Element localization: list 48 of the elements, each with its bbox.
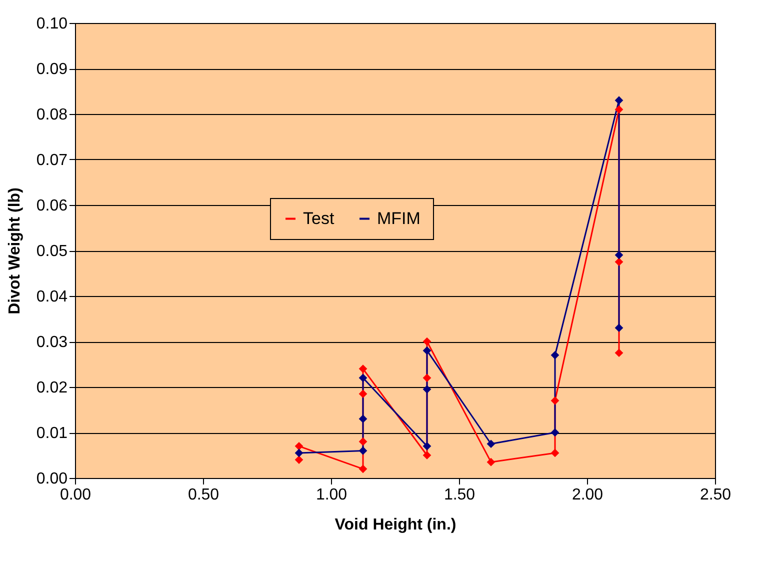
y-tick-label: 0.00 bbox=[36, 470, 68, 488]
point bbox=[422, 374, 432, 382]
point bbox=[550, 448, 560, 458]
point bbox=[358, 437, 368, 446]
legend-label: Test bbox=[303, 208, 334, 228]
point bbox=[294, 442, 304, 450]
x-tick-label: 2.00 bbox=[572, 486, 604, 504]
point bbox=[358, 374, 368, 382]
point bbox=[358, 464, 368, 474]
y-tick-label: 0.04 bbox=[36, 288, 68, 306]
y-tick-label: 0.05 bbox=[36, 243, 68, 260]
y-tick-label: 0.07 bbox=[36, 152, 68, 169]
point bbox=[422, 337, 432, 346]
y-axis-title: Divot Weight (lb) bbox=[6, 188, 24, 314]
point bbox=[422, 385, 432, 394]
point bbox=[422, 442, 432, 450]
point bbox=[358, 364, 368, 373]
point bbox=[422, 346, 432, 355]
x-tick-label: 0.00 bbox=[60, 486, 92, 504]
legend-label: MFIM bbox=[377, 208, 420, 228]
point bbox=[614, 250, 624, 260]
point bbox=[358, 446, 368, 455]
x-axis-title: Void Height (in.) bbox=[334, 516, 456, 534]
y-tick-label: 0.06 bbox=[36, 198, 68, 214]
y-tick-label: 0.01 bbox=[36, 425, 68, 442]
y-tick-label: 0.09 bbox=[36, 61, 68, 78]
point bbox=[550, 428, 560, 437]
x-tick-label: 2.50 bbox=[700, 486, 732, 504]
point bbox=[486, 458, 496, 466]
point bbox=[486, 440, 496, 448]
y-tick-label: 0.08 bbox=[36, 106, 68, 124]
point bbox=[422, 451, 432, 460]
y-tick-label: 0.10 bbox=[36, 16, 68, 32]
x-tick-label: 0.50 bbox=[188, 486, 220, 504]
point bbox=[614, 96, 624, 105]
point bbox=[614, 324, 624, 332]
y-tick-label: 0.03 bbox=[36, 334, 68, 351]
point bbox=[614, 348, 624, 358]
x-tick-label: 1.00 bbox=[316, 486, 348, 504]
point bbox=[614, 258, 624, 266]
point bbox=[358, 390, 368, 398]
point bbox=[550, 350, 560, 360]
point bbox=[614, 105, 624, 114]
point bbox=[294, 448, 304, 458]
point bbox=[358, 414, 368, 424]
x-tick-label: 1.50 bbox=[444, 486, 476, 504]
point bbox=[550, 396, 560, 405]
y-tick-label: 0.02 bbox=[36, 380, 68, 396]
